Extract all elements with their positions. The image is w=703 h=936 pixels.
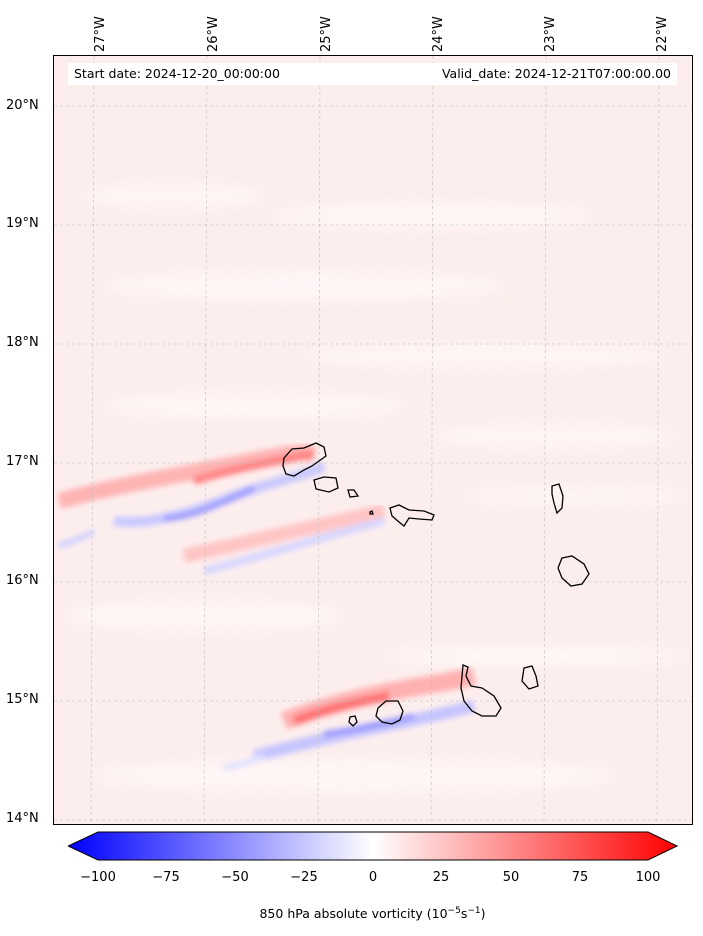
colorbar-tick-neg75: −75	[152, 870, 180, 885]
colorbar-tick-neg50: −50	[221, 870, 249, 885]
lon-label-26w: 26°W	[206, 16, 221, 52]
colorbar-tick-neg100: −100	[80, 870, 116, 885]
lat-label-15n: 15°N	[6, 692, 39, 707]
valid-date-label: Valid_date: 2024-12-21T07:00:00.00	[441, 66, 671, 81]
lat-label-17n: 17°N	[6, 454, 39, 469]
colorbar-tick-25: 25	[432, 870, 450, 885]
lat-label-20n: 20°N	[6, 98, 39, 113]
vorticity-map	[53, 55, 693, 825]
colorbar-tick-100: 100	[635, 870, 661, 885]
info-box: Start date: 2024-12-20_00:00:00 Valid_da…	[68, 63, 677, 85]
colorbar-label: 850 hPa absolute vorticity (10−5s−1)	[0, 906, 703, 921]
colorbar-tick-0: 0	[368, 870, 378, 885]
island-outlines	[282, 442, 590, 727]
southern-shear-band	[223, 667, 477, 771]
lon-label-25w: 25°W	[319, 16, 334, 52]
lat-label-19n: 19°N	[6, 216, 39, 231]
lat-label-18n: 18°N	[6, 335, 39, 350]
graticule	[54, 56, 692, 824]
lon-label-22w: 22°W	[655, 16, 670, 52]
colorbar-label-exp2: −1	[467, 906, 481, 916]
colorbar	[68, 831, 678, 861]
weak-vorticity-streaks	[64, 186, 684, 792]
colorbar-label-main: 850 hPa absolute vorticity (10	[259, 906, 448, 922]
vorticity-field	[54, 56, 692, 824]
lat-label-14n: 14°N	[6, 811, 39, 826]
colorbar-label-end: )	[480, 906, 486, 922]
northern-shear-band	[56, 444, 327, 549]
colorbar-label-exp1: −5	[447, 906, 461, 916]
colorbar-label-mid: s	[460, 906, 468, 922]
lon-label-24w: 24°W	[431, 16, 446, 52]
lon-label-23w: 23°W	[543, 16, 558, 52]
lon-label-27w: 27°W	[93, 16, 108, 52]
lat-label-16n: 16°N	[6, 573, 39, 588]
colorbar-tick-neg25: −25	[290, 870, 318, 885]
middle-shear-band	[182, 504, 386, 575]
colorbar-tick-50: 50	[502, 870, 520, 885]
start-date-label: Start date: 2024-12-20_00:00:00	[74, 66, 280, 81]
colorbar-tick-75: 75	[571, 870, 589, 885]
